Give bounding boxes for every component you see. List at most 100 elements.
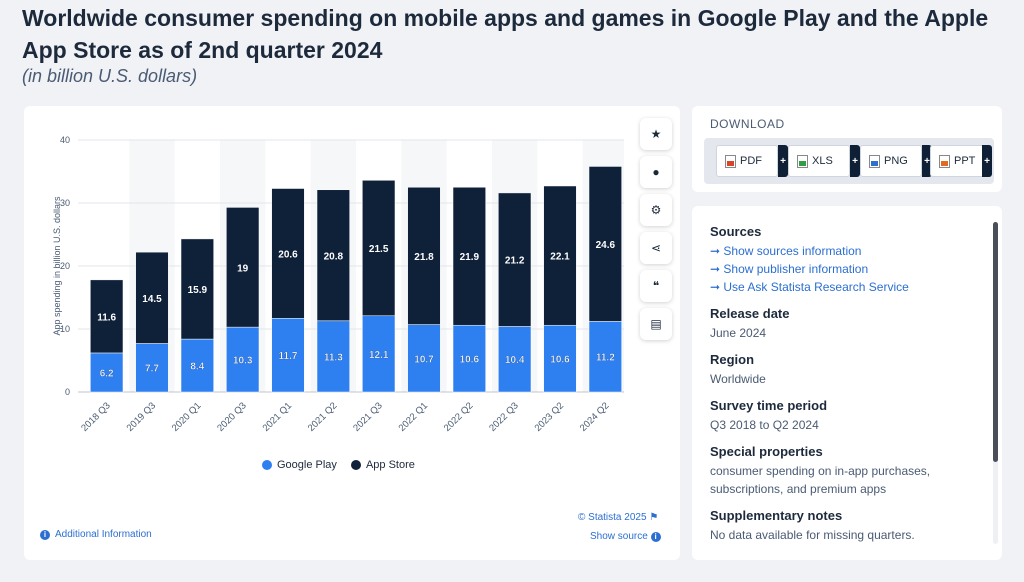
x-tick-label: 2022 Q1 xyxy=(397,400,431,434)
chart-title: Worldwide consumer spending on mobile ap… xyxy=(22,5,989,63)
data-label: 7.7 xyxy=(145,364,159,375)
additional-info-text: Additional Information xyxy=(55,529,152,540)
download-xls-plus[interactable]: + xyxy=(850,145,860,177)
data-label: 14.5 xyxy=(142,294,162,305)
data-label: 8.4 xyxy=(190,362,204,373)
download-ppt-button[interactable]: PPT xyxy=(930,145,992,177)
y-tick-label: 40 xyxy=(60,135,70,145)
show-source-link[interactable]: Show source i xyxy=(590,531,661,542)
bar-app-store xyxy=(588,166,622,322)
bar-google-play xyxy=(452,324,486,393)
bar-app-store xyxy=(271,188,305,319)
bar-google-play xyxy=(316,320,350,393)
y-tick-label: 30 xyxy=(60,198,70,208)
bar-google-play xyxy=(135,343,169,393)
data-label: 15.9 xyxy=(188,285,208,296)
data-label: 21.8 xyxy=(414,252,434,263)
x-tick-label: 2020 Q3 xyxy=(215,400,249,434)
data-label: 10.7 xyxy=(414,354,434,365)
data-label: 10.3 xyxy=(233,356,253,367)
bar-app-store xyxy=(180,238,214,340)
favorite-button[interactable]: ★ xyxy=(640,118,672,150)
show-publisher-link[interactable]: ➞ Show publisher information xyxy=(710,262,869,276)
release-heading: Release date xyxy=(710,306,790,321)
additional-info-link[interactable]: i Additional Information xyxy=(40,529,152,540)
download-title: DOWNLOAD xyxy=(710,117,785,131)
legend-item-app-store[interactable]: App Store xyxy=(350,459,415,471)
bar-app-store xyxy=(316,189,350,322)
data-label: 21.5 xyxy=(369,244,389,255)
special-heading: Special properties xyxy=(710,444,823,459)
y-tick-label: 20 xyxy=(60,261,70,271)
survey-value: Q3 2018 to Q2 2024 xyxy=(710,418,819,432)
scrollbar-thumb[interactable] xyxy=(993,222,998,462)
bar-google-play xyxy=(407,324,441,393)
bell-icon: ● xyxy=(652,165,660,179)
notification-button[interactable]: ● xyxy=(640,156,672,188)
download-ppt-plus[interactable]: + xyxy=(982,145,992,177)
data-label: 21.9 xyxy=(460,252,480,263)
quote-icon: ❝ xyxy=(652,279,660,293)
bar-google-play xyxy=(362,315,396,393)
cite-button[interactable]: ❝ xyxy=(640,270,672,302)
release-value: June 2024 xyxy=(710,326,767,340)
ppt-file-icon xyxy=(939,154,950,168)
legend-marker xyxy=(262,460,272,470)
bar-app-store xyxy=(226,207,260,328)
download-pdf-button[interactable]: PDF xyxy=(716,145,778,177)
data-label: 19 xyxy=(237,263,249,274)
info-panel: Sources ➞ Show sources information ➞ Sho… xyxy=(692,206,1002,560)
bar-app-store xyxy=(452,187,486,326)
data-label: 11.7 xyxy=(279,351,298,362)
data-label: 22.1 xyxy=(550,252,570,263)
data-label: 11.2 xyxy=(596,353,615,364)
link-text: Use Ask Statista Research Service xyxy=(723,280,909,294)
legend-marker xyxy=(350,460,361,470)
download-pdf-plus[interactable]: + xyxy=(778,145,788,177)
region-value: Worldwide xyxy=(710,372,766,386)
legend-item-google-play[interactable]: Google Play xyxy=(262,459,337,471)
xls-file-icon xyxy=(797,154,808,168)
show-sources-link[interactable]: ➞ Show sources information xyxy=(710,244,862,258)
bar-app-store xyxy=(407,187,441,325)
settings-button[interactable]: ⚙ xyxy=(640,194,672,226)
data-label: 20.6 xyxy=(278,249,298,260)
show-source-text: Show source xyxy=(590,531,648,542)
info-icon: i xyxy=(40,529,50,540)
x-tick-label: 2019 Q3 xyxy=(125,400,159,434)
download-label: PPT xyxy=(954,155,976,167)
star-icon: ★ xyxy=(650,127,662,141)
ask-statista-link[interactable]: ➞ Use Ask Statista Research Service xyxy=(710,280,909,294)
data-label: 24.6 xyxy=(596,240,616,251)
chart-legend: Google Play App Store xyxy=(262,459,415,471)
print-button[interactable]: ▤ xyxy=(640,308,672,340)
data-label: 12.1 xyxy=(369,350,389,361)
download-png-plus[interactable]: + xyxy=(922,145,932,177)
y-axis-label: App spending in billion U.S. dollars xyxy=(52,196,62,336)
x-tick-label: 2023 Q2 xyxy=(533,400,567,434)
copyright-link[interactable]: © Statista 2025 ⚑ xyxy=(578,512,658,523)
flag-icon: ⚑ xyxy=(649,512,659,523)
bar-google-play xyxy=(226,326,260,393)
data-label: 21.2 xyxy=(505,256,525,267)
data-label: 10.6 xyxy=(460,355,480,366)
bar-chart: 0 10 20 30 40 App spending in billion U.S. do… xyxy=(52,135,624,434)
bar-app-store xyxy=(498,192,532,327)
download-png-button[interactable]: PNG xyxy=(860,145,922,177)
download-buttons: PDF + XLS + PNG + PPT + xyxy=(704,138,994,184)
region-heading: Region xyxy=(710,352,755,367)
share-button[interactable]: ⋖ xyxy=(640,232,672,264)
bar-google-play xyxy=(180,338,214,393)
x-tick-label: 2021 Q3 xyxy=(351,400,385,434)
download-xls-button[interactable]: XLS xyxy=(788,145,850,177)
link-text: Show publisher information xyxy=(723,262,869,276)
bar-google-play xyxy=(498,326,532,393)
info-scrollbar[interactable] xyxy=(993,222,998,544)
bar-google-play xyxy=(271,318,305,393)
link-text: Show sources information xyxy=(723,244,862,258)
x-tick-label: 2022 Q3 xyxy=(487,400,521,434)
data-label: 10.6 xyxy=(550,355,570,366)
data-label: 10.4 xyxy=(505,355,525,366)
x-tick-label: 2021 Q1 xyxy=(261,400,295,434)
x-tick-label: 2022 Q2 xyxy=(442,400,476,434)
